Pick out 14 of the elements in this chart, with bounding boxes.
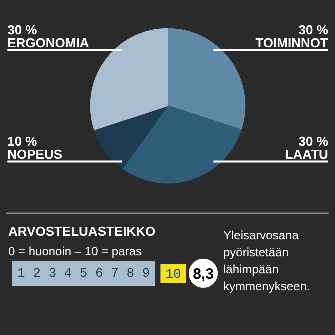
category-label: 1 2 3 4 5 6 7 8 9 <box>18 266 150 281</box>
category-label: 10 <box>166 267 182 282</box>
text: 0 = huonoin – 10 = paras <box>8 244 142 258</box>
data-label: 30 % <box>298 134 329 150</box>
text: 8,3 <box>193 266 214 283</box>
text: ARVOSTELUASTEIKKO <box>8 224 156 239</box>
slice-label: NOPEUS <box>8 147 63 162</box>
slice-label: LAATU <box>285 147 328 162</box>
slice-label: TOIMINNOT <box>256 36 328 51</box>
slice-label: ERGONOMIA <box>8 36 90 51</box>
text: Yleisarvosana pyöristetään lähimpään kymmenykseen. <box>224 228 310 294</box>
data-label: 30 % <box>298 22 329 38</box>
data-label: 10 % <box>8 134 38 150</box>
data-label: 30 % <box>8 22 38 38</box>
